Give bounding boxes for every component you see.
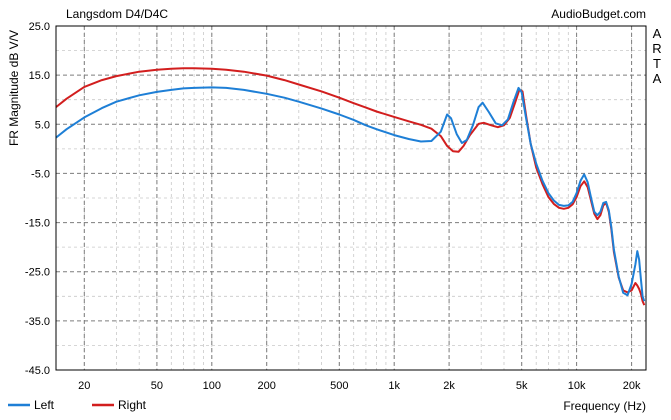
chart-title: Langsdom D4/D4C: [66, 7, 168, 21]
legend-label-left: Left: [34, 398, 55, 412]
arta-letter: A: [653, 26, 662, 41]
y-tick-label: -35.0: [25, 316, 50, 328]
y-tick-label: -45.0: [25, 365, 50, 377]
x-tick-label: 20k: [623, 380, 641, 392]
x-tick-label: 50: [151, 380, 163, 392]
x-tick-label: 100: [203, 380, 221, 392]
y-tick-label: -15.0: [25, 218, 50, 230]
arta-letter: R: [652, 41, 661, 56]
series-group: [55, 67, 646, 306]
plot-frame: [55, 25, 647, 371]
x-tick-label: 20: [78, 380, 90, 392]
x-tick-label: 10k: [568, 380, 586, 392]
y-axis-label: FR Magnitude dB V/V: [7, 30, 21, 146]
x-tick-label: 2k: [443, 380, 455, 392]
series-line-left: [55, 86, 646, 302]
x-tick-label: 200: [258, 380, 276, 392]
arta-letter: A: [653, 71, 662, 86]
y-tick-label: -25.0: [25, 267, 50, 279]
x-tick-label: 500: [330, 380, 348, 392]
y-tick-label: 5.0: [35, 119, 50, 131]
legend-label-right: Right: [118, 398, 147, 412]
y-tick-labels: 25.0 15.0 5.0 -5.0 -15.0 -25.0 -35.0 -45.0: [25, 21, 50, 377]
x-tick-label: 1k: [388, 380, 400, 392]
y-tick-label: 15.0: [29, 70, 50, 82]
x-axis-label: Frequency (Hz): [563, 399, 646, 413]
y-tick-label: 25.0: [29, 21, 50, 33]
legend: Left Right: [8, 398, 147, 412]
minor-grid: [56, 26, 646, 370]
arta-letter: T: [653, 56, 661, 71]
x-tick-labels: 20 50 100 200 500 1k 2k 5k 10k 20k: [78, 380, 641, 392]
watermark-label: AudioBudget.com: [551, 7, 646, 21]
y-tick-label: -5.0: [31, 168, 50, 180]
x-tick-label: 5k: [516, 380, 528, 392]
